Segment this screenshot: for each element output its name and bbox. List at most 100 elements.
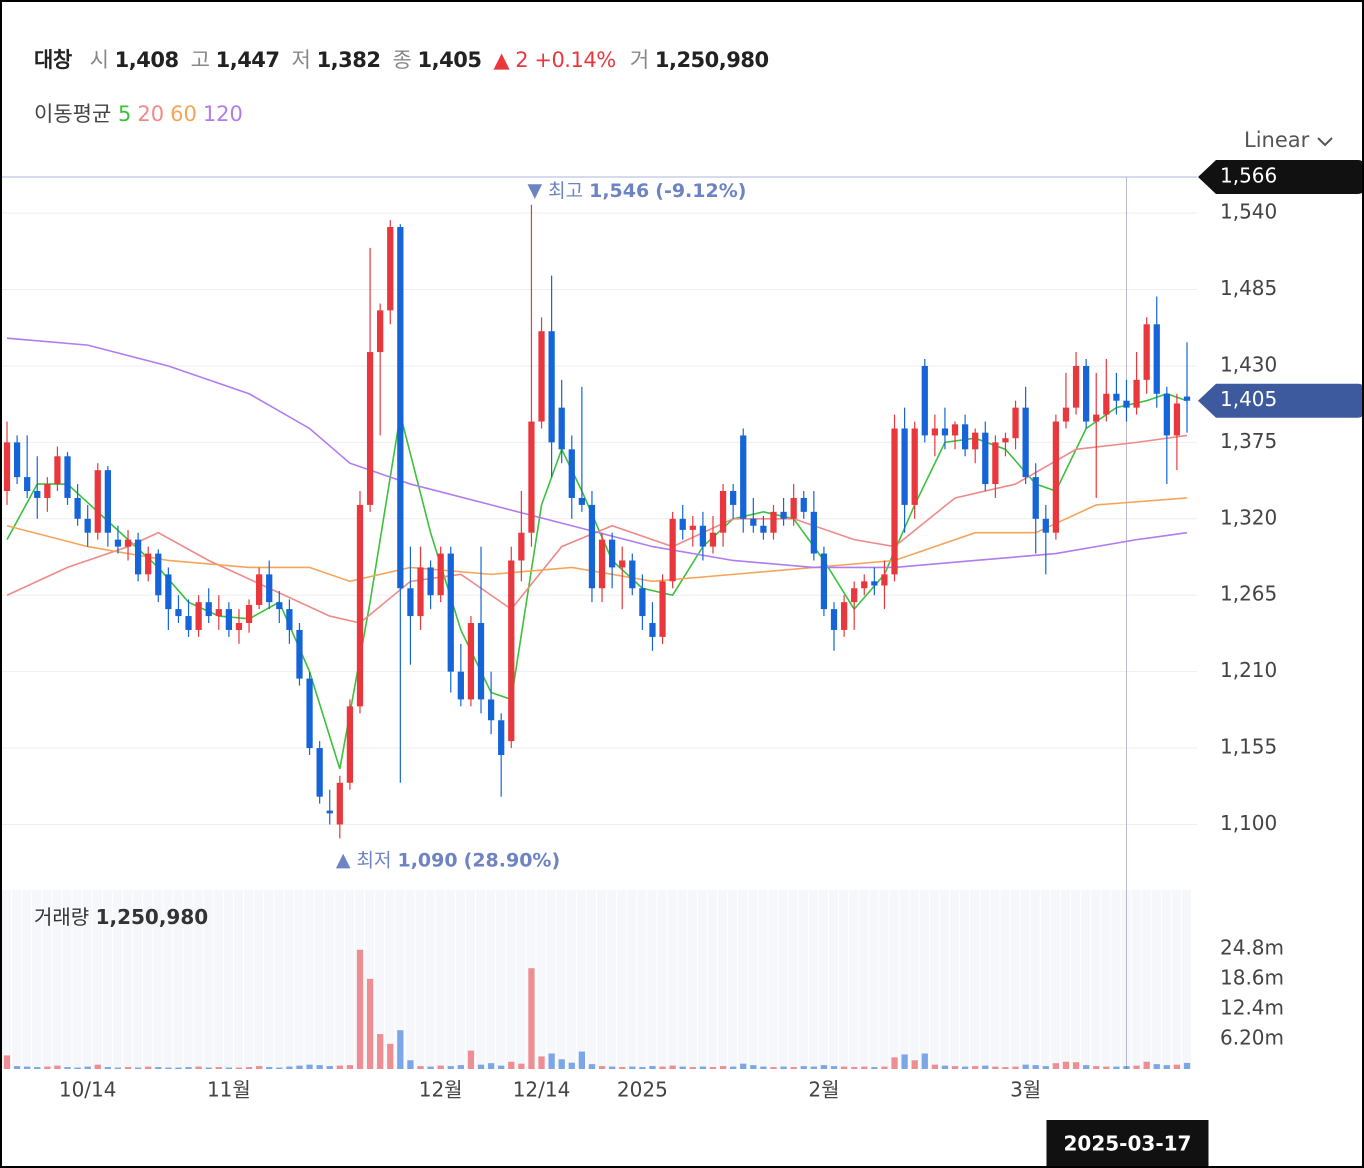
candle-body [760, 525, 767, 533]
volume-bar [1153, 1064, 1160, 1069]
volume-bg [12, 890, 22, 1069]
change: ▲ 2 +0.14% [493, 48, 616, 72]
volume-bar [225, 1067, 233, 1069]
volume-bar [780, 1066, 787, 1069]
price-tag-label: 1,405 [1220, 387, 1277, 411]
volume-bg [556, 890, 566, 1069]
candle-body [951, 424, 959, 436]
scale-select[interactable]: Linear [1244, 128, 1334, 152]
volume-bar [1183, 1062, 1191, 1069]
candle-body [205, 602, 212, 617]
volume-bar [881, 1066, 888, 1069]
volume-bar [730, 1066, 737, 1069]
candle-body [346, 706, 354, 783]
candle-body [185, 616, 192, 630]
candle-body [306, 678, 313, 749]
volume-bar [1032, 1065, 1039, 1069]
candle-body [578, 497, 585, 505]
volume-bg [324, 890, 334, 1069]
volume-bg [1010, 890, 1020, 1069]
volume-bar [1012, 1066, 1019, 1069]
candle-body [104, 470, 111, 533]
volume-bar [972, 1066, 979, 1069]
extreme-annotation: ▲ 최저 1,090 (28.90%) [336, 849, 560, 871]
volume-title-key: 거래량 [34, 905, 89, 929]
volume-bar [1062, 1061, 1070, 1069]
volume-bg [385, 890, 395, 1069]
volume-bg [970, 890, 980, 1069]
candle-body [598, 539, 606, 589]
volume-bg [919, 890, 929, 1069]
candle-body [1042, 518, 1049, 533]
y-tick-label: 1,320 [1220, 505, 1277, 529]
candle-body [447, 553, 454, 672]
candle-body [1123, 400, 1130, 408]
candle-body [790, 497, 797, 519]
crosshair-date-bg [1046, 1120, 1209, 1166]
volume-title: 거래량 1,250,980 [34, 905, 208, 929]
candle-body [417, 567, 424, 617]
volume-bar [1083, 1065, 1090, 1069]
volume-bar [1113, 1066, 1120, 1069]
field-value: 1,382 [316, 48, 381, 72]
annotation-part: 1,546 [589, 179, 649, 201]
candle-body [588, 504, 596, 589]
candle-body [750, 518, 757, 526]
volume-bar [84, 1066, 91, 1069]
volume-bg [62, 890, 72, 1069]
volume-bg [314, 890, 324, 1069]
volume-bg [869, 890, 879, 1069]
volume-bg [506, 890, 516, 1069]
x-tick-label: 2월 [808, 1078, 839, 1102]
candle-body [64, 456, 71, 498]
candle-body [195, 602, 202, 630]
candle-body [235, 623, 243, 630]
volume-bar [276, 1067, 283, 1069]
volume-bg [546, 890, 556, 1069]
volume-bg [375, 890, 385, 1069]
volume-bar [407, 1060, 414, 1069]
candle-body [1022, 407, 1029, 478]
volume-bar [891, 1057, 898, 1069]
volume-bar [34, 1067, 41, 1069]
candle-body [44, 484, 51, 498]
volume-bg [798, 890, 808, 1069]
volume-bg [425, 890, 435, 1069]
volume-bar [659, 1066, 666, 1069]
volume-bar [356, 949, 364, 1069]
volume-bar [911, 1060, 918, 1069]
volume-bg [627, 890, 637, 1069]
candle-body [538, 331, 545, 422]
volume-bg [828, 890, 839, 1069]
candle-body [3, 442, 11, 492]
volume-bar [205, 1067, 212, 1069]
volume-bar [286, 1066, 293, 1069]
volume-bar [1103, 1066, 1110, 1069]
y-tick-label: 1,155 [1220, 735, 1277, 759]
field-value: 1,408 [114, 48, 179, 72]
candle-body [699, 525, 707, 547]
candle-body [639, 588, 646, 617]
volume-bg [284, 890, 294, 1069]
scale-label: Linear [1244, 128, 1310, 152]
candle-body [972, 432, 979, 450]
volume-bg [889, 890, 899, 1069]
candle-body [457, 671, 464, 700]
candle-body [397, 227, 404, 589]
candle-body [891, 428, 898, 575]
price-tag [1198, 383, 1362, 418]
candle-body [215, 609, 222, 617]
candle-body [1093, 414, 1100, 422]
volume-bar [518, 1063, 525, 1069]
candle-body [1012, 407, 1019, 439]
volume-bar [134, 1067, 142, 1069]
volume-bg [859, 890, 869, 1069]
volume-bar [1042, 1066, 1049, 1069]
volume-bg [1050, 890, 1060, 1069]
volume-bar [467, 1050, 475, 1069]
candle-body [961, 424, 969, 450]
annotation-part: 최저 [356, 849, 391, 871]
volume-bar [306, 1064, 313, 1069]
candle-body [175, 609, 182, 617]
